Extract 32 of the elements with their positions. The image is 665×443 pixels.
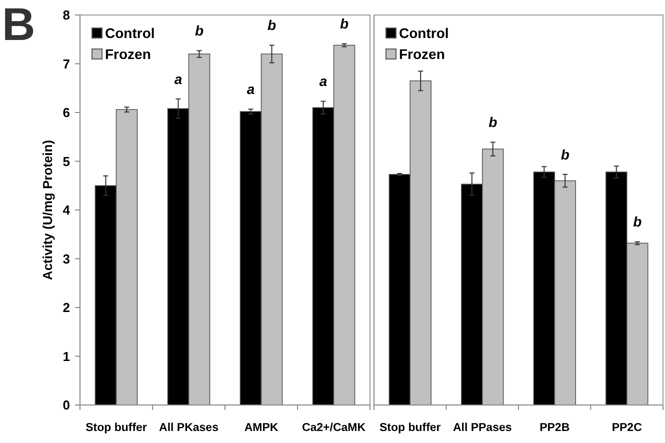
y-tick-label: 0: [62, 398, 70, 413]
y-tick-label: 1: [62, 348, 70, 364]
y-axis-title: Activity (U/mg Protein): [40, 140, 55, 280]
annotation: b: [633, 214, 642, 230]
x-tick-label: Ca2+/CaMK: [302, 422, 366, 434]
x-tick-label: Stop buffer: [379, 422, 442, 434]
y-tick-label: 3: [62, 251, 70, 266]
x-tick-label: PP2B: [540, 422, 570, 434]
annotation: a: [174, 70, 182, 87]
annotation: a: [319, 73, 328, 90]
y-tick-label: 2: [62, 300, 70, 316]
y-tick-label: 5: [62, 154, 70, 169]
annotation: b: [560, 146, 570, 162]
chart-title: B: [2, 0, 36, 50]
legend-label: Frozen: [105, 46, 151, 62]
annotation: b: [340, 16, 349, 32]
x-tick-label: PP2C: [612, 422, 642, 434]
annotation: b: [194, 22, 204, 38]
y-tick-label: 8: [62, 8, 70, 23]
x-tick-label: AMPK: [244, 422, 279, 434]
x-tick-label: Stop buffer: [86, 422, 148, 434]
legend-label: Control: [399, 24, 449, 41]
annotation: a: [246, 80, 255, 97]
legend-label: Control: [105, 24, 155, 41]
y-tick-label: 4: [62, 202, 71, 218]
annotation: b: [488, 114, 498, 130]
annotation: b: [267, 17, 276, 34]
y-tick-label: 7: [62, 56, 70, 72]
x-tick-label: All PPases: [452, 422, 512, 434]
legend-label: Frozen: [399, 46, 445, 62]
x-tick-label: All PKases: [159, 422, 218, 434]
y-tick-label: 6: [62, 105, 70, 120]
